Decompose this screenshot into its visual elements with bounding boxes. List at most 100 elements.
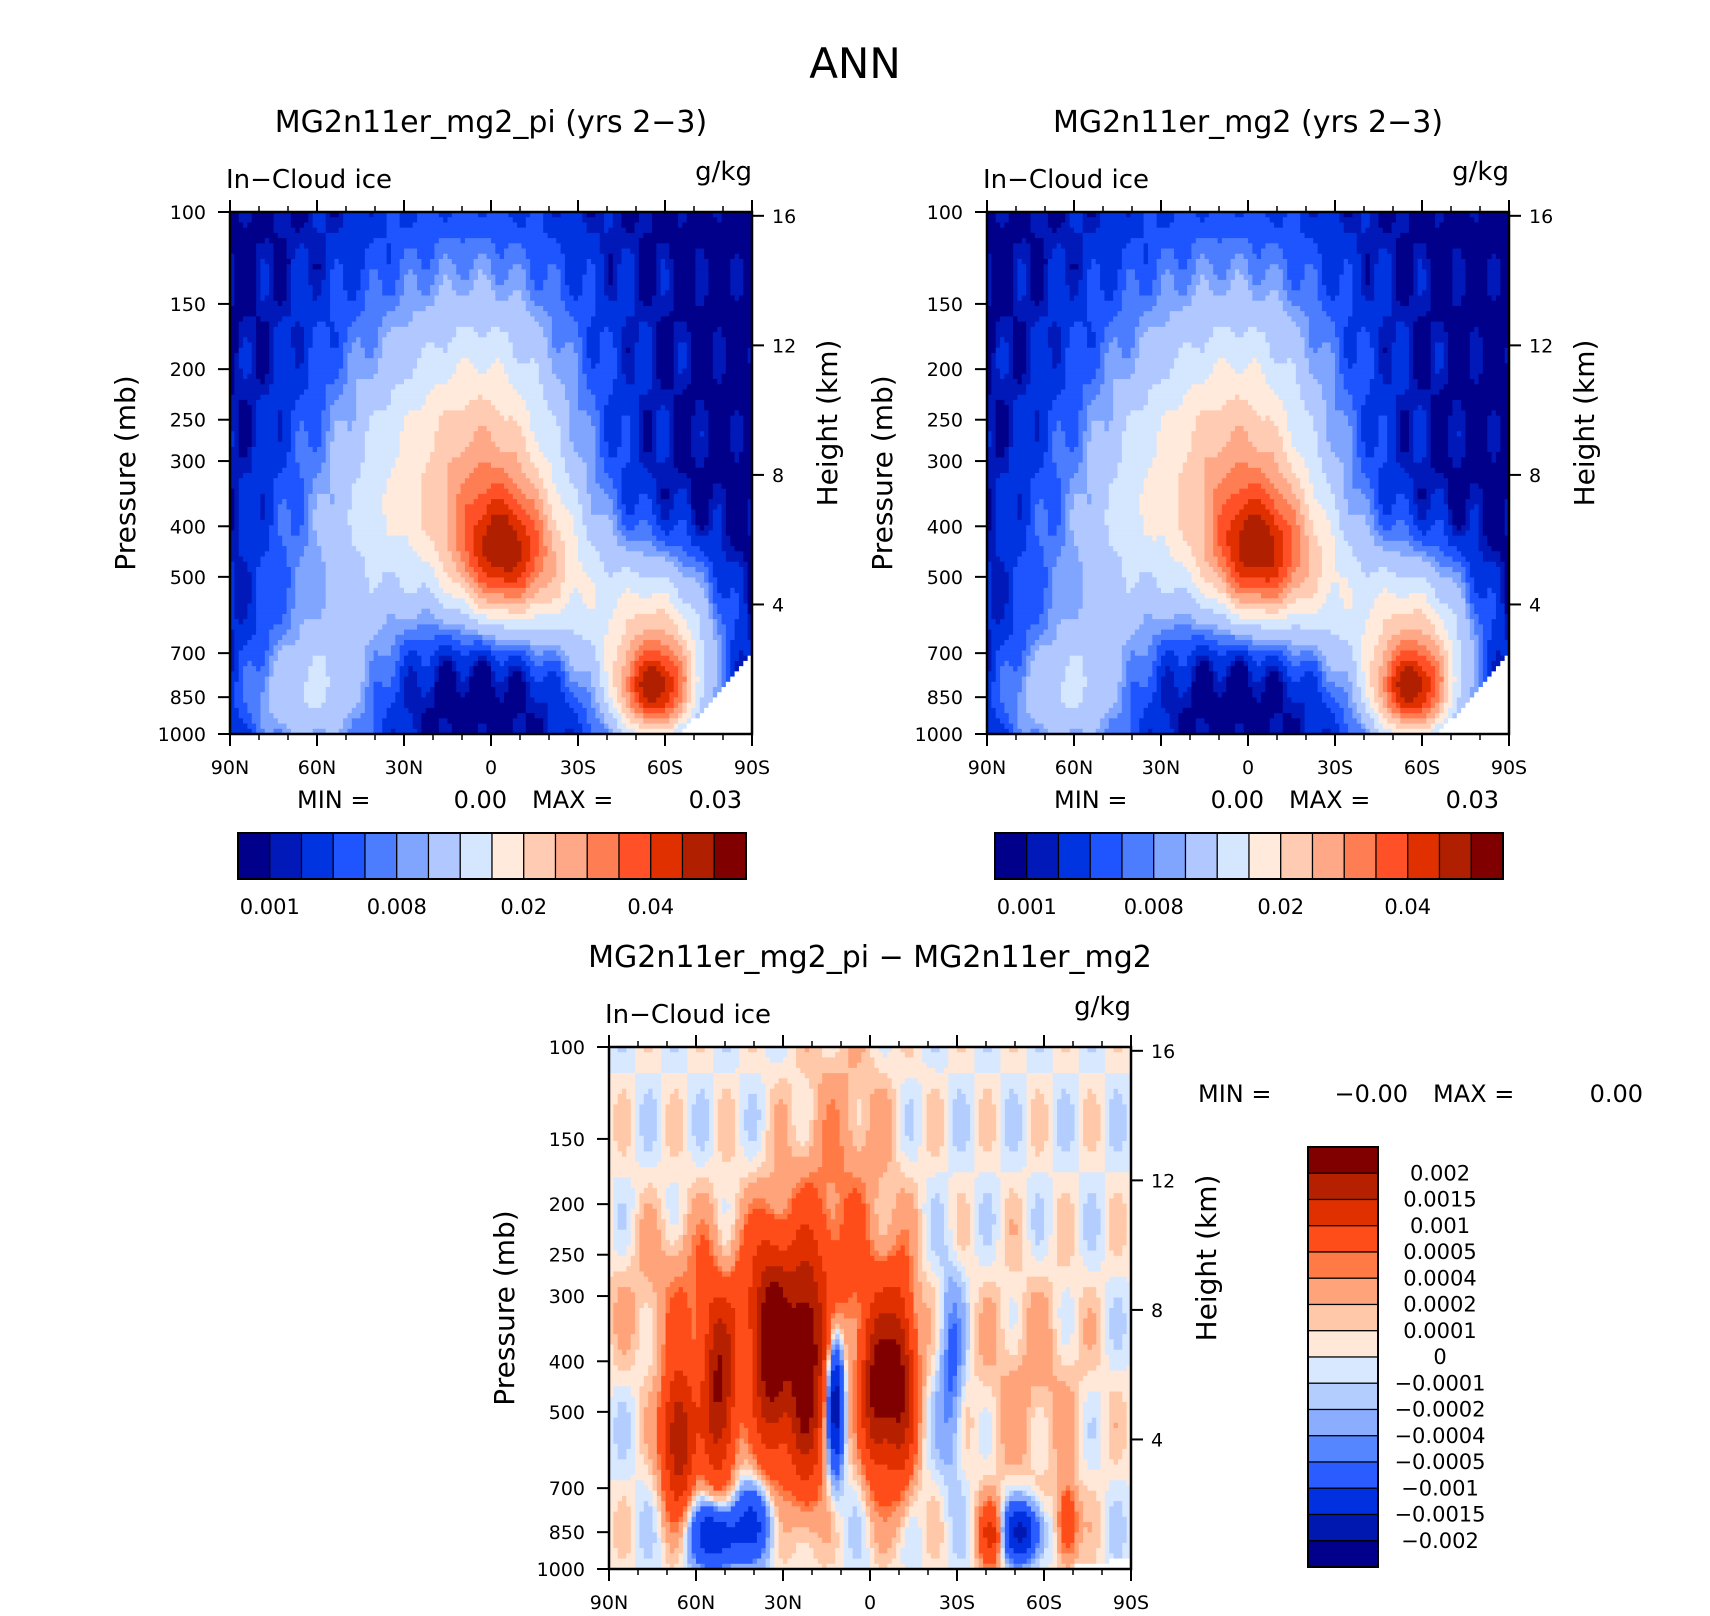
contour-cell (747, 530, 753, 537)
contour-cell (473, 566, 483, 573)
contour-cell (230, 368, 235, 375)
contour-cell (604, 666, 614, 672)
contour-cell (1204, 467, 1232, 474)
contour-cell (1265, 332, 1301, 338)
contour-cell (669, 551, 688, 558)
contour-cell (343, 723, 353, 730)
contour-cell (1178, 483, 1206, 490)
contour-cell (373, 718, 383, 725)
contour-cell (508, 212, 531, 218)
contour-cell (382, 285, 396, 291)
contour-cell (586, 478, 596, 485)
contour-cell (591, 321, 627, 328)
contour-cell (578, 373, 588, 380)
contour-cell (525, 718, 544, 725)
contour-cell (560, 212, 583, 218)
contour-cell (1174, 217, 1201, 224)
contour-cell (638, 723, 675, 730)
contour-cell (1030, 483, 1062, 490)
contour-cell (1378, 248, 1388, 255)
contour-cell (1287, 426, 1314, 432)
contour-cell (256, 274, 262, 281)
contour-cell (477, 629, 575, 636)
contour-cell (390, 473, 422, 479)
contour-cell (695, 692, 705, 699)
contour-cell (638, 217, 653, 224)
contour-cell (1082, 321, 1092, 328)
contour-cell (1313, 483, 1332, 490)
contour-cell (486, 368, 505, 375)
contour-cell (1435, 352, 1445, 359)
contour-cell (486, 504, 509, 511)
contour-cell (312, 655, 327, 662)
contour-cell (547, 337, 553, 344)
contour-cell (543, 384, 566, 391)
contour-cell (1348, 358, 1358, 364)
contour-cell (347, 373, 375, 380)
contour-cell (712, 525, 723, 532)
contour-cell (369, 269, 379, 276)
contour-cell (504, 660, 527, 667)
contour-cell (556, 556, 566, 563)
contour-cell (543, 332, 553, 338)
contour-cell (1130, 347, 1140, 354)
contour-cell (730, 279, 744, 286)
contour-cell (1026, 279, 1032, 286)
contour-cell (987, 316, 1001, 323)
contour-cell (443, 619, 479, 625)
contour-cell (525, 598, 553, 605)
contour-cell (1082, 389, 1101, 396)
contour-cell (682, 598, 710, 605)
contour-cell (682, 650, 692, 657)
contour-cell (330, 285, 344, 291)
contour-cell (1091, 321, 1110, 328)
contour-cell (604, 290, 618, 297)
contour-cell (530, 358, 536, 364)
contour-cell (712, 566, 744, 573)
contour-cell (408, 707, 427, 714)
contour-cell (1174, 274, 1193, 281)
contour-cell (595, 405, 605, 411)
contour-cell (330, 462, 362, 469)
contour-cell (1395, 493, 1406, 500)
contour-cell (525, 713, 536, 719)
contour-cell (1313, 238, 1358, 244)
contour-cell (1352, 399, 1367, 406)
contour-cell (608, 572, 614, 578)
contour-cell (612, 269, 618, 276)
contour-cell (1287, 358, 1293, 364)
contour-cell (634, 285, 640, 291)
contour-cell (543, 509, 553, 516)
contour-cell (1439, 389, 1510, 396)
contour-cell (517, 457, 531, 464)
contour-cell (995, 405, 1010, 411)
contour-cell (395, 384, 436, 391)
contour-cell (1221, 509, 1240, 516)
contour-cell (530, 415, 557, 422)
contour-cell (1343, 493, 1367, 500)
contour-cell (482, 394, 523, 401)
contour-cell (234, 509, 240, 516)
contour-cell (1387, 420, 1397, 427)
contour-cell (1078, 462, 1088, 469)
contour-cell (303, 493, 309, 500)
contour-cell (243, 473, 279, 479)
contour-cell (1430, 379, 1449, 385)
contour-cell (721, 650, 727, 657)
contour-cell (695, 248, 705, 255)
contour-cell (260, 290, 270, 297)
contour-cell (1304, 462, 1323, 469)
contour-cell (560, 426, 570, 432)
contour-cell (377, 342, 383, 349)
contour-cell (1448, 504, 1467, 511)
contour-cell (334, 379, 349, 385)
contour-cell (417, 363, 457, 370)
contour-cell (1321, 457, 1340, 464)
contour-cell (730, 650, 740, 657)
contour-cell (369, 243, 388, 250)
contour-cell (234, 279, 257, 286)
contour-cell (260, 316, 283, 323)
contour-cell (464, 577, 475, 584)
contour-cell (499, 660, 505, 667)
contour-cell (1387, 426, 1397, 432)
